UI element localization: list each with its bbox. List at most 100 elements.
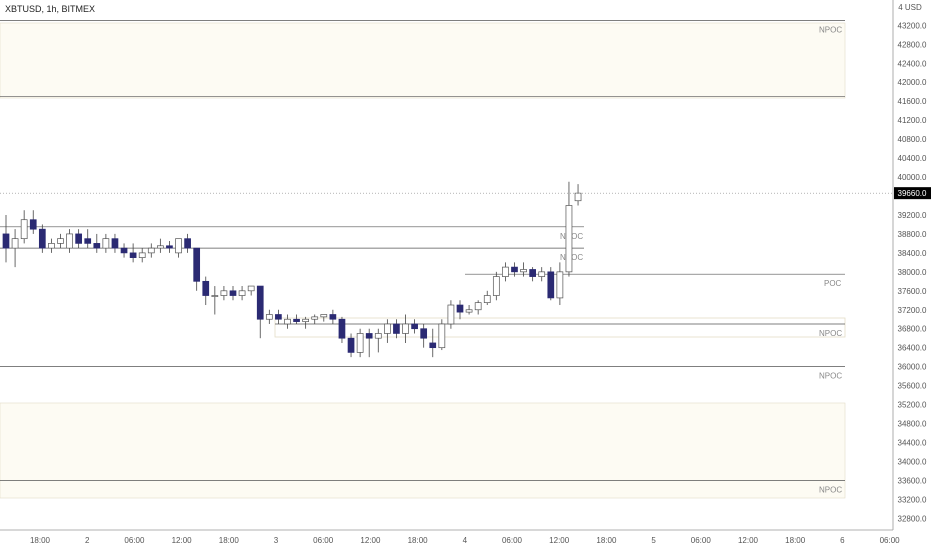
level-label: POC <box>824 279 842 288</box>
time-tick-label: 5 <box>651 536 656 545</box>
value-area-zone <box>0 22 846 99</box>
candle-body <box>193 247 201 282</box>
candle-body <box>547 271 555 299</box>
candle-body <box>75 233 82 244</box>
candle-body <box>2 233 10 249</box>
candle-body <box>338 318 346 339</box>
level-label: NPOC <box>819 26 842 35</box>
price-tick-label: 42400.0 <box>898 59 927 68</box>
candle-body <box>356 333 364 353</box>
level-label: NPOC <box>819 485 842 494</box>
price-tick-label: 33600.0 <box>898 476 927 485</box>
value-area-zone <box>0 402 846 499</box>
price-tick-label: 34000.0 <box>898 457 927 466</box>
price-tick-label: 42800.0 <box>898 40 927 49</box>
candle-body <box>265 314 273 320</box>
candle-body <box>129 252 137 258</box>
time-axis: 18:00 2 06:00 12:00 18:00 3 06:00 12:00 18:00 4 06… <box>0 529 901 545</box>
candle-body <box>529 269 536 277</box>
candle-body <box>120 247 128 254</box>
price-tick-label: 43200.0 <box>898 21 927 30</box>
candle-body <box>574 192 582 202</box>
time-tick-label: 12:00 <box>360 536 381 545</box>
candle-body <box>293 318 300 322</box>
time-tick-label: 06:00 <box>880 536 901 545</box>
candle-body <box>184 238 191 249</box>
candle-body <box>38 228 46 249</box>
candle-body <box>111 238 119 249</box>
currency-label: 4 USD <box>898 3 922 12</box>
price-tick-label: 40000.0 <box>898 173 927 182</box>
candle-body <box>474 302 482 311</box>
price-tick-label: 32800.0 <box>898 514 927 523</box>
time-tick-label: 3 <box>274 536 279 545</box>
time-tick-label: 12:00 <box>738 536 759 545</box>
candle-body <box>29 219 37 230</box>
candle-body <box>411 323 418 330</box>
time-tick-label: 12:00 <box>172 536 193 545</box>
candle-body <box>220 290 228 296</box>
candle-body <box>420 328 428 339</box>
volume-profile-zones <box>0 22 846 499</box>
time-tick-label: 4 <box>463 536 468 545</box>
level-label: NPOC <box>819 372 842 381</box>
price-tick-label: 41600.0 <box>898 97 927 106</box>
price-tick-label: 38000.0 <box>898 268 927 277</box>
candle-body <box>465 309 473 313</box>
chart-title: XBTUSD, 1h, BITMEX <box>5 4 96 14</box>
candles <box>2 181 582 358</box>
price-tick-label: 34400.0 <box>898 438 927 447</box>
candle-body <box>502 266 509 277</box>
price-tick-label: 41200.0 <box>898 116 927 125</box>
time-tick-label: 6 <box>840 536 845 545</box>
price-tick-label: 39200.0 <box>898 211 927 220</box>
candle-body <box>347 337 355 353</box>
time-tick-label: 18:00 <box>30 536 51 545</box>
candle-body <box>365 333 373 339</box>
candle-body <box>175 238 182 254</box>
value-area-zone <box>274 317 846 338</box>
candle-body <box>329 314 337 320</box>
candle-body <box>157 245 164 249</box>
candle-body <box>84 238 92 244</box>
candle-body <box>456 304 464 313</box>
time-tick-label: 06:00 <box>691 536 712 545</box>
candle-body <box>492 276 500 296</box>
candle-body <box>66 233 73 249</box>
candle-body <box>447 304 455 325</box>
price-tick-label: 40400.0 <box>898 154 927 163</box>
candle-body <box>11 238 19 249</box>
candle-body <box>166 245 173 249</box>
candle-body <box>402 323 409 334</box>
candle-body <box>256 285 264 320</box>
price-tick-label: 33200.0 <box>898 495 927 504</box>
price-tick-label: 38800.0 <box>898 230 927 239</box>
candle-body <box>93 243 101 249</box>
time-tick-label: 18:00 <box>596 536 617 545</box>
candle-body <box>302 318 309 322</box>
candle-body <box>229 290 237 296</box>
candle-body <box>48 243 55 249</box>
candle-body <box>211 295 219 297</box>
candle-body <box>311 316 319 320</box>
candle-body <box>275 314 282 320</box>
price-tick-label: 34800.0 <box>898 420 927 429</box>
price-tick-label: 37600.0 <box>898 287 927 296</box>
time-tick-label: 18:00 <box>408 536 429 545</box>
price-tick-label: 36400.0 <box>898 344 927 353</box>
candle-body <box>238 290 246 296</box>
price-axis: 4 USD 43200.0 42800.0 42400.0 42000.0 41600.0… <box>892 0 931 530</box>
candle-body <box>565 205 573 273</box>
time-tick-label: 18:00 <box>785 536 806 545</box>
candle-body <box>102 238 110 249</box>
candle-body <box>511 266 518 273</box>
price-tick-label: 37200.0 <box>898 306 927 315</box>
candle-body <box>202 280 210 296</box>
price-tick-label: 35200.0 <box>898 401 927 410</box>
candle-body <box>556 271 564 299</box>
candle-body <box>374 333 382 339</box>
price-tick-label: 40800.0 <box>898 135 927 144</box>
candle-body <box>284 318 291 325</box>
time-tick-label: 06:00 <box>313 536 334 545</box>
